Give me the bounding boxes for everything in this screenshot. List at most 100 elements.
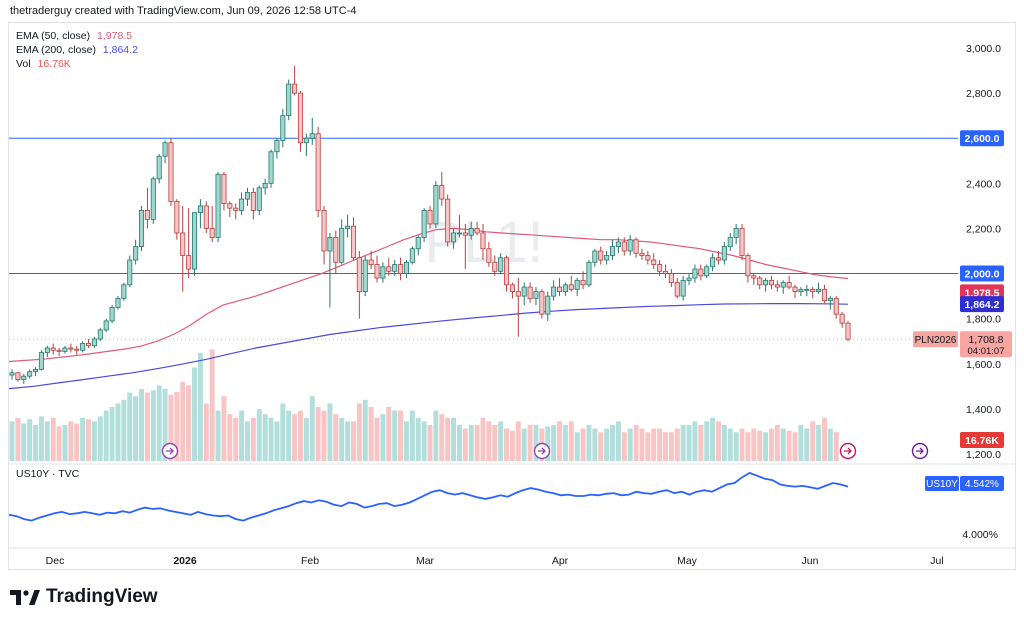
candle-body (845, 322, 851, 340)
volume-bar (486, 421, 492, 461)
volume-bar (710, 417, 716, 461)
candle-body (50, 347, 56, 351)
ema200-price-tag: 1,864.2 (964, 299, 999, 311)
volume-bar (398, 410, 404, 461)
volume-bar (315, 407, 321, 461)
candle-body (286, 83, 292, 117)
candle-body (674, 282, 680, 297)
candle-body (451, 232, 457, 243)
candle-body (439, 185, 445, 200)
volume-bar (439, 414, 445, 461)
volume-bar (133, 396, 139, 461)
candle-body (804, 288, 810, 291)
volume-bar (44, 421, 50, 461)
candle-body (786, 282, 792, 288)
volume-bar (821, 417, 827, 461)
volume-bar (409, 410, 415, 461)
candle-body (609, 246, 616, 256)
last-price-value: 1,708.8 (968, 334, 1003, 346)
us10y-axis-tick: 4.000% (962, 529, 998, 541)
legend-ema50-label: EMA (50, close) (16, 30, 91, 42)
volume-bar (445, 417, 451, 461)
candle-body (15, 372, 21, 380)
candle-body (780, 282, 786, 288)
volume-bar (657, 428, 663, 461)
candle-body (68, 347, 74, 350)
us10y-legend[interactable]: US10Y · TVC (16, 468, 80, 480)
volume-bar (504, 428, 510, 461)
candle-body (715, 257, 721, 261)
candle-body (250, 191, 256, 211)
candle-body (215, 173, 221, 238)
candle-body (180, 232, 186, 256)
candle-body (186, 255, 192, 270)
legend-vol[interactable]: Vol 16.76K (16, 58, 71, 70)
candle-body (833, 297, 839, 315)
volume-bar (610, 425, 615, 461)
volume-bar (763, 432, 769, 461)
candle-body (645, 255, 651, 261)
volume-bar (9, 421, 15, 461)
volume-bar (774, 425, 780, 461)
volume-bar (239, 410, 245, 461)
volume-bar (362, 399, 368, 461)
candle-body (386, 266, 392, 272)
candle-body (103, 320, 109, 331)
legend-vol-label: Vol (16, 58, 31, 70)
volume-bar (33, 425, 39, 461)
candle-body (486, 248, 492, 263)
volume-bar (103, 410, 109, 461)
volume-bar (474, 425, 480, 461)
candle-body (368, 259, 374, 265)
candle-body (333, 237, 339, 263)
candle-body (221, 173, 227, 205)
price-axis-tick: 2,400.0 (966, 178, 1001, 190)
candle-body (268, 151, 274, 184)
volume-bar (139, 389, 144, 461)
candle-body (162, 142, 168, 157)
tradingview-logo-icon (10, 590, 40, 605)
candle-body (580, 279, 586, 286)
candle-body (639, 252, 645, 256)
candle-body (233, 207, 239, 211)
candle-body (710, 257, 716, 268)
tradingview-logo[interactable]: TradingView (10, 586, 158, 608)
candle-body (274, 140, 280, 153)
ema50-line (8, 227, 849, 363)
time-axis-tick: Dec (46, 555, 65, 567)
candle-body (810, 288, 816, 293)
candle-body (557, 286, 563, 293)
candle-body (415, 237, 421, 250)
candle-body (374, 264, 380, 279)
candle-body (574, 279, 580, 290)
volume-bar (604, 428, 610, 461)
volume-bar (180, 381, 186, 461)
volume-bar (86, 419, 92, 461)
volume-bar (109, 407, 115, 461)
candle-body (568, 284, 574, 290)
volume-bar (462, 428, 468, 461)
volume-bar (321, 410, 327, 461)
volume-bar (810, 421, 816, 461)
candle-body (227, 203, 233, 209)
candle-body (44, 347, 50, 353)
volume-bar (721, 425, 727, 461)
volume-bar (156, 385, 162, 461)
candle-body (168, 142, 174, 202)
legend-ema50[interactable]: EMA (50, close) 1,978.5 (16, 30, 132, 42)
candle-body (197, 205, 203, 214)
candle-body (27, 371, 33, 377)
price-axis-tick: 2,800.0 (966, 88, 1001, 100)
candle-body (144, 209, 150, 220)
volume-bar (356, 403, 362, 461)
candle-body (462, 232, 468, 236)
time-axis-tick: May (677, 555, 698, 567)
legend-ema200-value: 1,864.2 (102, 44, 138, 56)
chart-frame (8, 22, 1016, 570)
volume-bar (551, 425, 557, 461)
volume-bar (268, 417, 274, 461)
tradingview-brand-name: TradingView (46, 586, 158, 607)
candle-body (657, 264, 663, 272)
legend-ema200[interactable]: EMA (200, close) 1,864.2 (16, 44, 138, 56)
